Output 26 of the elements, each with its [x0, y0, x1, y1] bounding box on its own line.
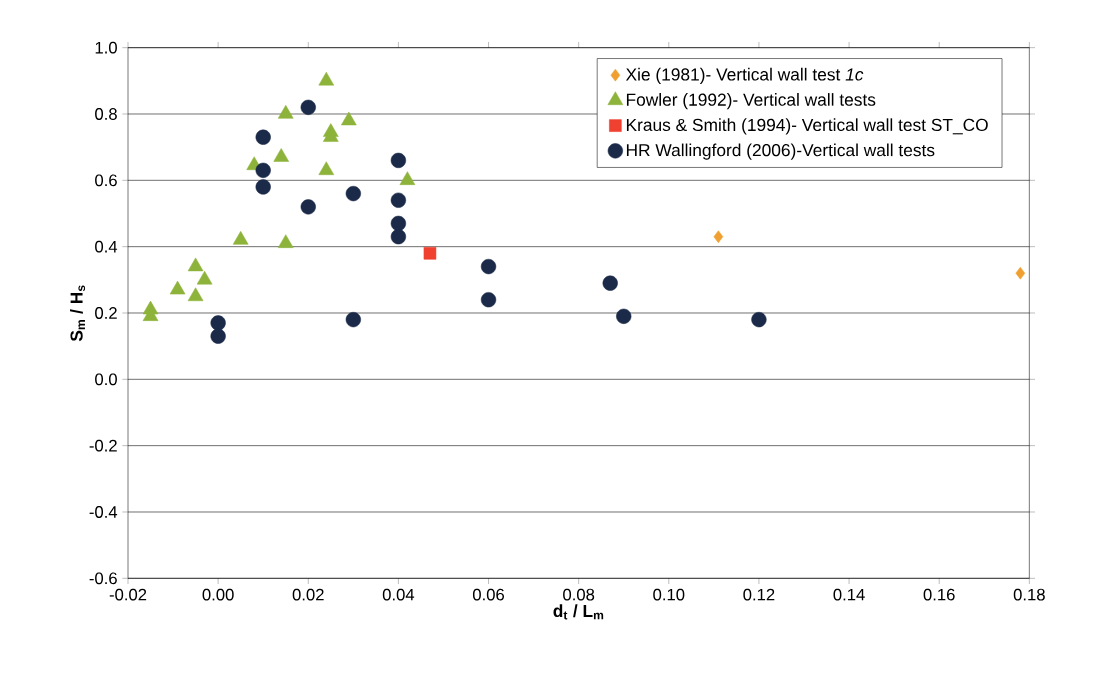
y-tick-label: -0.2 [89, 439, 117, 452]
y-tick-label: 0.2 [95, 307, 117, 319]
x-tick-label: 0.14 [833, 588, 865, 601]
x-tick-label: 0.00 [202, 588, 234, 601]
x-tick-label: 0.04 [382, 588, 415, 601]
y-tick-label: -0.4 [89, 506, 118, 518]
x-tick-label: 0.10 [653, 588, 685, 601]
y-tick-label: 0.4 [95, 240, 118, 253]
y-tick-label: -0.6 [89, 572, 117, 585]
x-tick-label: 0.06 [472, 588, 505, 601]
x-tick-label: -0.02 [109, 588, 147, 601]
y-tick-label: 0.0 [95, 373, 117, 386]
y-tick-label: 0.6 [95, 174, 117, 187]
x-tick-label: 0.12 [743, 588, 775, 601]
legend-label: Kraus & Smith (1994)- Vertical wall test ST_CO [626, 118, 988, 135]
y-axis-title: S$_{m}$ / H$_{s}$ [69, 285, 86, 342]
x-tick-label: 0.02 [292, 588, 324, 601]
legend-label: Xie (1981)- Vertical wall test 1c [625, 67, 864, 85]
legend-label: HR Wallingford (2006)-Vertical wall tests [626, 143, 935, 160]
legend-label: Fowler (1992)- Vertical wall tests [626, 93, 876, 110]
y-tick-label: 1.0 [95, 41, 117, 54]
x-tick-label: 0.18 [1013, 588, 1045, 601]
x-tick-label: 0.08 [563, 588, 595, 601]
y-tick-label: 0.8 [95, 108, 117, 120]
x-axis-title: d$_{t}$ / L$_{m}$ [553, 604, 604, 620]
x-tick-label: 0.16 [923, 588, 955, 601]
